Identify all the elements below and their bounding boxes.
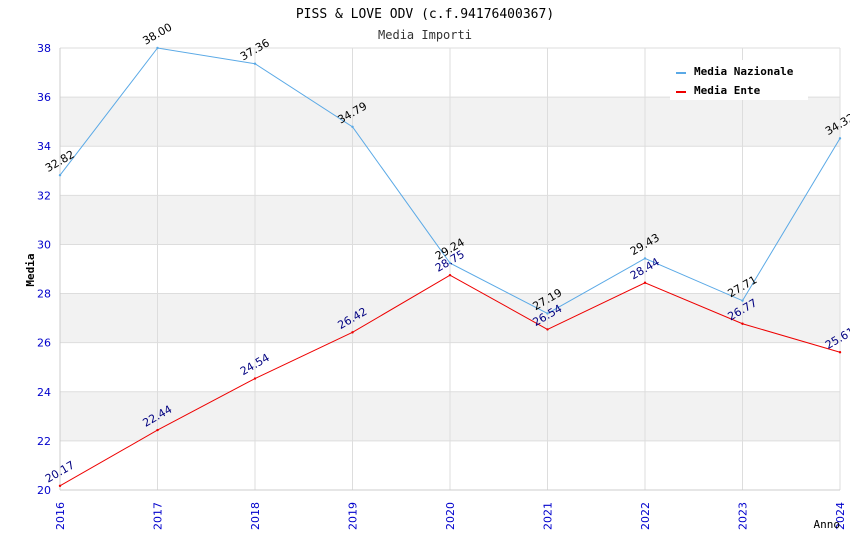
data-label: 38.00	[141, 21, 175, 48]
data-point	[156, 428, 159, 432]
data-point	[838, 137, 842, 140]
x-tick-label: 2016	[54, 502, 67, 530]
data-point	[351, 125, 354, 129]
x-tick-label: 2021	[542, 502, 555, 530]
x-tick-label: 2020	[444, 502, 457, 530]
data-point	[156, 46, 159, 50]
y-tick-label: 30	[37, 238, 51, 251]
legend-label-media-nazionale: Media Nazionale	[694, 65, 794, 78]
y-tick-labels: 20 22 24 26 28 30 32 34 36 38	[37, 42, 51, 497]
x-tick-labels: 2016 2017 2018 2019 2020 2021 2022 2023 2024	[54, 502, 847, 530]
y-tick-label: 38	[37, 42, 51, 55]
y-tick-label: 36	[37, 91, 51, 104]
x-tick-label: 2023	[737, 502, 750, 530]
legend-box	[670, 60, 808, 100]
y-tick-label: 32	[37, 189, 51, 202]
data-point	[546, 328, 549, 331]
data-point	[643, 257, 647, 260]
y-tick-label: 24	[37, 386, 51, 399]
series-lines	[58, 46, 842, 488]
y-tick-label: 28	[37, 288, 51, 301]
chart-title: PISS & LOVE ODV (c.f.94176400367)	[296, 7, 554, 22]
chart-subtitle: Media Importi	[378, 28, 472, 42]
data-point	[448, 261, 452, 265]
data-point	[448, 273, 452, 277]
data-point	[58, 484, 62, 488]
x-tick-label: 2022	[639, 502, 652, 530]
legend: Media Nazionale Media Ente	[670, 60, 808, 100]
data-point	[741, 299, 744, 302]
x-tick-label: 2017	[152, 502, 165, 530]
data-point	[253, 62, 257, 65]
data-point	[643, 281, 647, 284]
legend-label-media-ente: Media Ente	[694, 84, 761, 97]
y-tick-label: 34	[37, 140, 51, 153]
x-tick-label: 2019	[347, 502, 360, 530]
x-tick-label: 2024	[834, 502, 847, 530]
y-tick-label: 22	[37, 435, 51, 448]
y-tick-label: 26	[37, 337, 51, 350]
data-point	[58, 173, 62, 177]
data-point	[741, 322, 744, 325]
data-point	[838, 351, 842, 354]
x-axis-title: Anno	[814, 518, 841, 531]
y-axis-title: Media	[24, 253, 37, 286]
x-tick-label: 2018	[249, 502, 262, 530]
y-tick-label: 20	[37, 484, 51, 497]
data-point	[351, 331, 354, 334]
data-point	[253, 377, 257, 380]
data-point	[546, 312, 549, 315]
